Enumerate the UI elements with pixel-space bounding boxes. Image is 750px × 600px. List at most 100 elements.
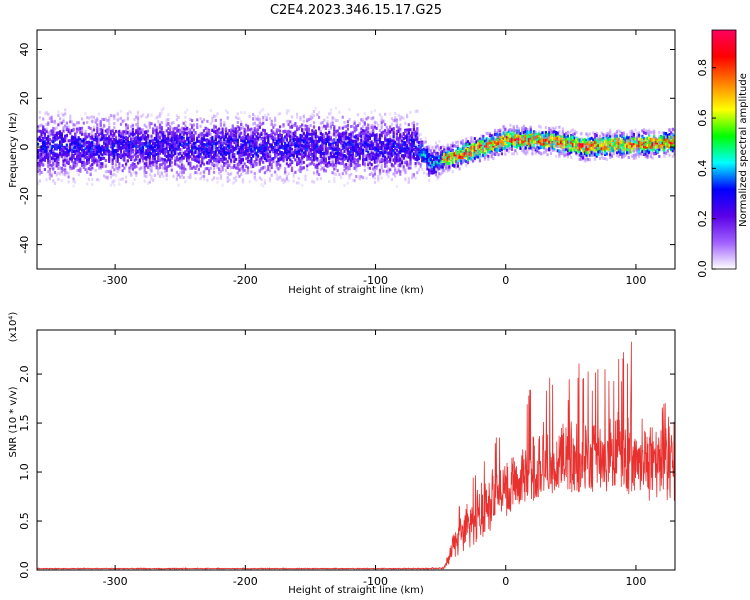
spectrogram-cell (365, 137, 368, 140)
spectrogram-cell (99, 156, 102, 160)
spectrogram-cell (370, 110, 373, 114)
spectrogram-cell (140, 114, 143, 118)
spectrogram-cell (184, 167, 187, 171)
spectrogram-cell (192, 141, 195, 145)
spectrogram-cell (365, 148, 368, 152)
spectrogram-cell (67, 151, 70, 155)
spectrogram-cell (172, 149, 175, 153)
spectrogram-cell (55, 146, 58, 149)
spectrogram-cell (47, 131, 50, 135)
spectrogram-cell (341, 154, 344, 158)
spectrogram-cell (141, 155, 145, 159)
spectrogram-cell (233, 137, 236, 141)
spectrogram-cell (378, 146, 382, 150)
spectrogram-cell (130, 111, 133, 115)
spectrogram-cell (148, 139, 151, 143)
spectrogram-cell (240, 154, 243, 157)
spectrogram-cell (341, 144, 344, 148)
spectrogram-cell (311, 116, 314, 120)
spectrogram-cell (257, 117, 260, 121)
spectrogram-cell (174, 142, 177, 146)
spectrogram-cell (373, 125, 376, 129)
spectrogram-cell (353, 129, 356, 133)
spectrogram-cell (182, 127, 185, 131)
spectrogram-cell (285, 148, 288, 152)
spectrogram-cell (395, 132, 398, 136)
spectrogram-cell (333, 132, 336, 136)
spectrogram-cell (116, 160, 119, 163)
spectrogram-cell (395, 148, 398, 152)
spectrogram-cell (275, 162, 278, 165)
spectrogram-cell (378, 113, 382, 117)
spectrogram-cell (50, 174, 53, 178)
spectrogram-cell (380, 133, 383, 137)
spectrogram-cell (378, 136, 382, 140)
spectrogram-cell (64, 156, 67, 160)
spectrogram-cell (384, 148, 387, 152)
spectrogram-cell (312, 131, 316, 135)
spectrogram-cell (356, 137, 360, 141)
spectrogram-cell (353, 148, 356, 152)
spectrogram-cell (184, 120, 187, 124)
spectrogram-cell (362, 143, 365, 147)
spectrogram-cell (189, 137, 192, 141)
spectrogram-cell (48, 160, 51, 163)
spectrogram-cell (192, 154, 195, 158)
spectrogram-cell (145, 171, 148, 175)
spectrogram-cell (362, 129, 365, 133)
spectrogram-cells (37, 106, 675, 188)
spectrogram-cell (97, 164, 101, 168)
spectrogram-cell (355, 162, 358, 166)
spectrogram-cell (52, 138, 55, 142)
spectrogram-cell (260, 131, 263, 135)
spectrogram-cell (228, 154, 231, 158)
spectrogram-cell (268, 143, 272, 147)
spectrogram-cell (309, 136, 312, 140)
spectrogram-cell (318, 159, 321, 163)
spectrogram-cell (42, 148, 45, 152)
spectrogram-cell (311, 158, 314, 162)
spectrogram-cell (392, 151, 395, 155)
spectrogram-cell (338, 161, 341, 165)
spectrogram-cell (258, 150, 261, 154)
spectrogram-cell (302, 140, 305, 144)
spectrogram-cell (297, 149, 300, 153)
spectrogram-cell (285, 130, 288, 134)
spectrogram-cell (155, 130, 158, 134)
spectrogram-cell (334, 151, 338, 155)
spectrogram-cell (297, 181, 300, 185)
spectrogram-cell (314, 106, 317, 110)
spectrogram-cell (184, 115, 187, 119)
spectrogram-cell (351, 153, 354, 157)
spectrogram-cell (60, 167, 63, 171)
spectrogram-cell (121, 132, 124, 136)
spectrogram-cell (92, 155, 96, 159)
spectrogram-cell (211, 163, 214, 167)
spectrogram-cell (358, 154, 361, 158)
spectrogram-cell (224, 157, 228, 161)
spectrogram-cell (329, 146, 332, 149)
spectrogram-cell (138, 167, 141, 171)
spectrogram-cell (331, 171, 334, 175)
spectrogram-cell (275, 128, 278, 132)
spectrogram-cell (328, 129, 331, 132)
spectrogram-cell (277, 134, 280, 138)
spectrogram-cell (191, 148, 194, 152)
spectrogram-cell (189, 173, 192, 177)
spectrogram-cell (196, 118, 199, 122)
spectrogram-cell (150, 139, 153, 143)
spectrogram-cell (191, 119, 194, 123)
spectrogram-cell (236, 129, 239, 133)
spectrogram-cell (253, 163, 256, 167)
spectrogram-cell (167, 122, 170, 126)
spectrogram-cell (260, 159, 263, 163)
spectrogram-cell (272, 149, 275, 153)
spectrogram-cell (48, 163, 51, 167)
spectrogram-cell (150, 158, 153, 161)
spectrogram-cell (150, 134, 153, 138)
spectrogram-cell (253, 148, 256, 152)
spectrogram-cell (157, 132, 160, 136)
spectrogram-cell (346, 144, 349, 148)
spectrogram-cell (103, 136, 106, 140)
spectrogram-cell (172, 133, 175, 137)
